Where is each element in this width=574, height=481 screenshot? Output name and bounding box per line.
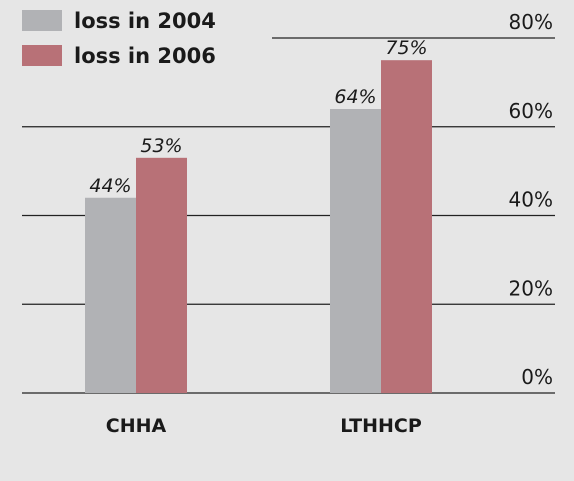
y-tick-label: 60% <box>509 99 553 123</box>
legend-label: loss in 2004 <box>74 9 216 33</box>
bar <box>330 109 381 393</box>
x-tick-label: LTHHCP <box>340 415 422 437</box>
y-tick-label: 40% <box>509 188 553 212</box>
value-label: 53% <box>140 135 182 157</box>
bar <box>381 60 432 393</box>
value-label: 44% <box>89 175 131 197</box>
legend-label: loss in 2006 <box>74 44 216 68</box>
legend-swatch <box>22 10 62 31</box>
y-tick-label: 20% <box>509 276 553 300</box>
value-label: 64% <box>334 86 376 108</box>
x-tick-label: CHHA <box>106 415 167 437</box>
value-label: 75% <box>385 37 427 59</box>
y-tick-label: 0% <box>521 365 553 389</box>
y-tick-label: 80% <box>509 10 553 34</box>
bar <box>85 197 136 393</box>
legend-swatch <box>22 45 62 66</box>
bar <box>136 157 187 393</box>
